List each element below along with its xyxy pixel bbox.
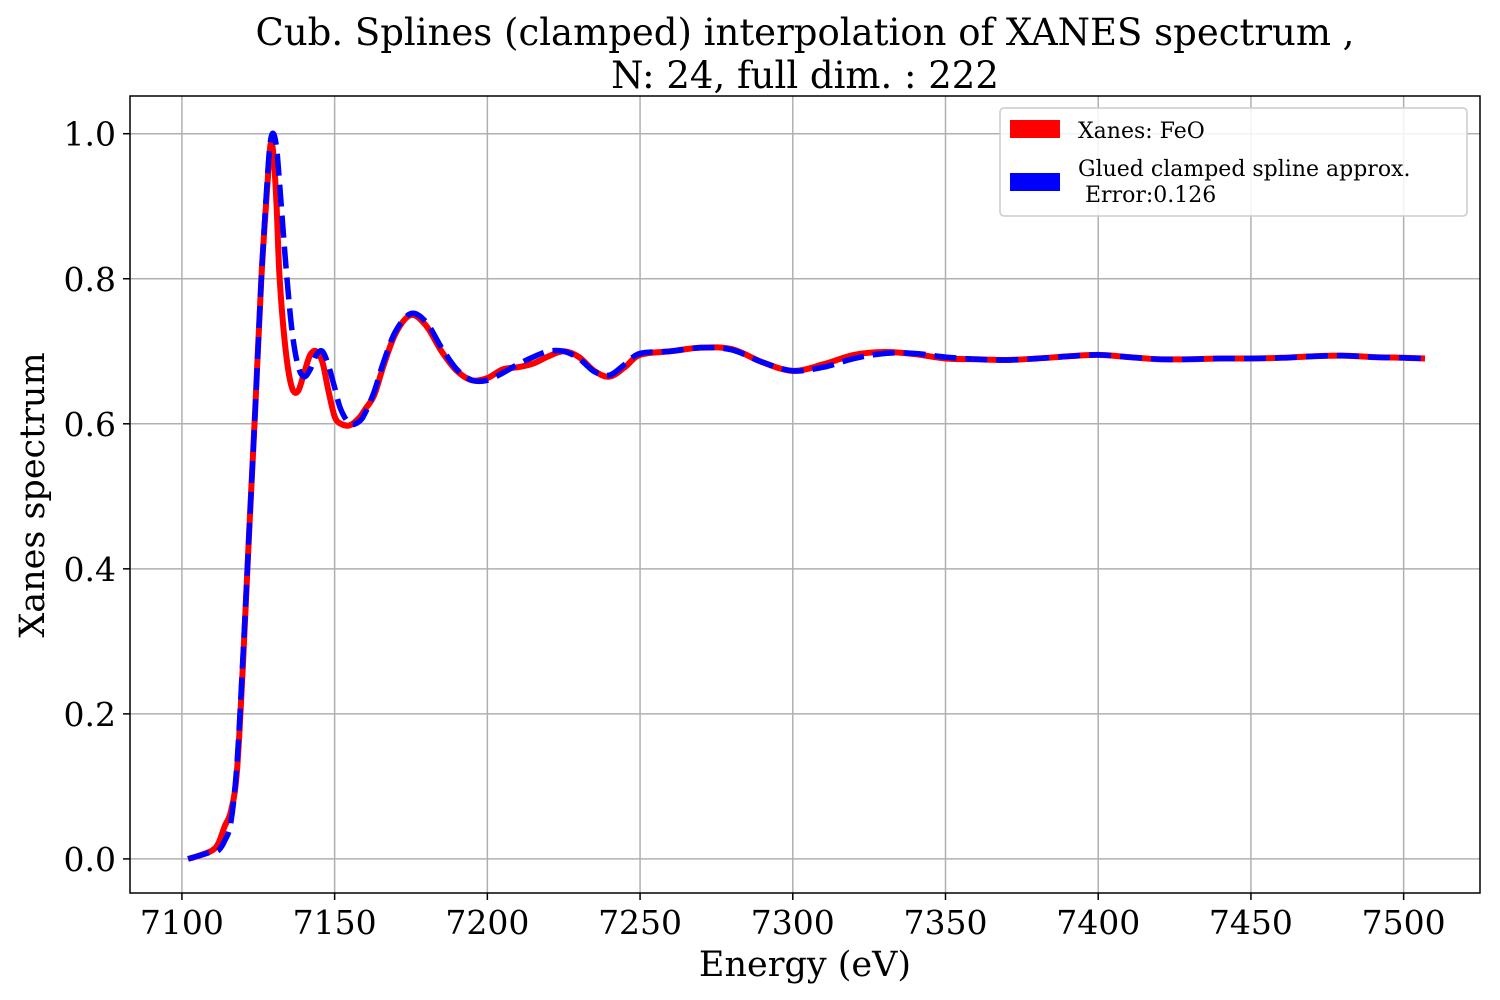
grid-lines xyxy=(130,96,1480,893)
y-tick-label: 0.0 xyxy=(64,840,116,879)
legend-swatch-spline xyxy=(1010,173,1060,191)
x-tick-label: 7350 xyxy=(904,903,988,942)
y-tick-label: 0.6 xyxy=(64,405,116,444)
x-tick-label: 7100 xyxy=(140,903,224,942)
x-tick-label: 7500 xyxy=(1362,903,1446,942)
y-tick-label: 0.8 xyxy=(64,260,116,299)
legend: Xanes: FeO Glued clamped spline approx. … xyxy=(999,107,1468,217)
x-tick-label: 7300 xyxy=(751,903,835,942)
legend-label-spline: Glued clamped spline approx. Error:0.126 xyxy=(1078,157,1410,208)
x-tick-label: 7250 xyxy=(598,903,682,942)
y-tick-label: 0.4 xyxy=(64,550,116,589)
y-tick-label: 1.0 xyxy=(64,115,116,154)
x-tick-label: 7200 xyxy=(445,903,529,942)
x-tick-label: 7450 xyxy=(1209,903,1293,942)
axis-ticks: 7100 7150 7200 7250 7300 7350 7400 7450 7500 0.0 0… xyxy=(64,115,1446,942)
legend-frame xyxy=(999,107,1468,217)
series-line-0 xyxy=(187,139,1426,862)
legend-label-xanes: Xanes: FeO xyxy=(1078,119,1205,144)
chart-subtitle: N: 24, full dim. : 222 xyxy=(611,54,999,97)
x-tick-label: 7400 xyxy=(1056,903,1140,942)
x-tick-label: 7150 xyxy=(293,903,377,942)
legend-swatch-xanes xyxy=(1010,120,1060,138)
y-tick-label: 0.2 xyxy=(64,695,116,734)
chart-title: Cub. Splines (clamped) interpolation of … xyxy=(256,11,1355,54)
data-series xyxy=(187,130,1426,862)
series-line-1 xyxy=(187,130,1426,862)
y-axis-label: Xanes spectrum xyxy=(13,352,53,637)
plot-frame xyxy=(129,95,1481,894)
x-axis-label: Energy (eV) xyxy=(699,945,911,985)
